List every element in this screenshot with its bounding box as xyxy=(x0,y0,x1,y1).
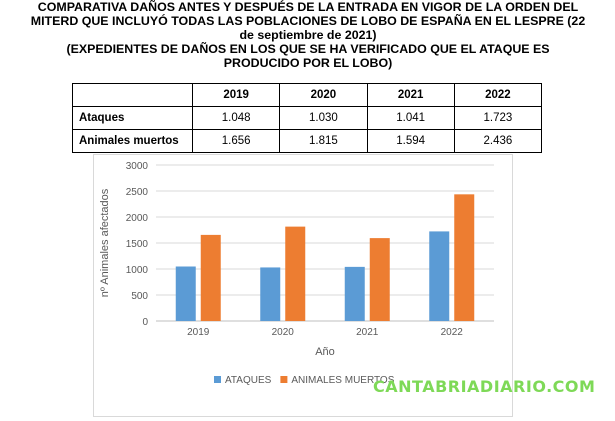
x-tick-label: 2019 xyxy=(187,327,210,338)
table-row-label: Animales muertos xyxy=(72,129,193,153)
table-cell: 1.048 xyxy=(191,106,281,130)
bar-animales-muertos xyxy=(285,226,306,321)
table-cell: 2.436 xyxy=(453,129,543,153)
table-row: Ataques 1.048 1.030 1.041 1.723 xyxy=(72,106,543,130)
table-cell: 1.030 xyxy=(279,106,368,130)
bar-chart: 0 500 1000 1500 2000 2500 3000 2019 2020 2021 2022… xyxy=(99,161,494,386)
x-tick-label: 2022 xyxy=(441,327,464,338)
x-tick-label: 2021 xyxy=(356,327,379,338)
bar-animales-muertos xyxy=(200,234,221,321)
bar-ataques xyxy=(175,266,196,321)
table-cell: 1.723 xyxy=(453,106,543,130)
y-tick-label: 1500 xyxy=(126,239,149,250)
heading-subtitle: (EXPEDIENTES DE DAÑOS EN LOS QUE SE HA V… xyxy=(66,42,550,70)
chart-heading: COMPARATIVA DAÑOS ANTES Y DESPUÉS DE LA … xyxy=(28,0,588,70)
table-cell: 1.656 xyxy=(191,129,281,153)
y-tick-label: 500 xyxy=(131,291,148,302)
table-row-label: Ataques xyxy=(72,106,193,130)
bar-animales-muertos xyxy=(369,238,390,321)
bar-ataques xyxy=(344,266,365,321)
y-axis-title: nº Animales afectados xyxy=(99,188,111,297)
table-row: Animales muertos 1.656 1.815 1.594 2.436 xyxy=(72,129,543,153)
table-cell: 1.041 xyxy=(366,106,455,130)
bar-ataques xyxy=(429,231,450,321)
chart-area: 0 500 1000 1500 2000 2500 3000 2019 2020 2021 2022… xyxy=(93,154,513,417)
x-axis-title: Año xyxy=(315,346,335,358)
damage-table: 2019 2020 2021 2022 Ataques 1.048 1.030 … xyxy=(72,83,543,153)
legend-label: ANIMALES MUERTOS xyxy=(291,375,394,386)
heading-title: COMPARATIVA DAÑOS ANTES Y DESPUÉS DE LA … xyxy=(30,0,586,42)
table-header-cell: 2019 xyxy=(191,83,281,107)
watermark: CANTABRIADIARIO.COM xyxy=(373,377,596,396)
y-tick-label: 2500 xyxy=(126,187,149,198)
y-tick-label: 3000 xyxy=(126,161,149,172)
legend-label: ATAQUES xyxy=(225,375,272,386)
table-header-row: 2019 2020 2021 2022 xyxy=(72,83,543,107)
y-tick-label: 1000 xyxy=(126,265,149,276)
bar-ataques xyxy=(260,267,281,321)
x-tick-label: 2020 xyxy=(272,327,295,338)
bar-animales-muertos xyxy=(454,194,475,321)
table-cell: 1.594 xyxy=(366,129,455,153)
y-tick-label: 2000 xyxy=(126,213,149,224)
legend-swatch xyxy=(214,376,221,383)
legend-swatch xyxy=(280,376,288,383)
table-header-cell xyxy=(72,83,193,107)
table-header-cell: 2020 xyxy=(279,83,368,107)
table-header-cell: 2022 xyxy=(453,83,543,107)
table-cell: 1.815 xyxy=(279,129,368,153)
y-tick-label: 0 xyxy=(142,317,148,328)
table-header-cell: 2021 xyxy=(366,83,455,107)
